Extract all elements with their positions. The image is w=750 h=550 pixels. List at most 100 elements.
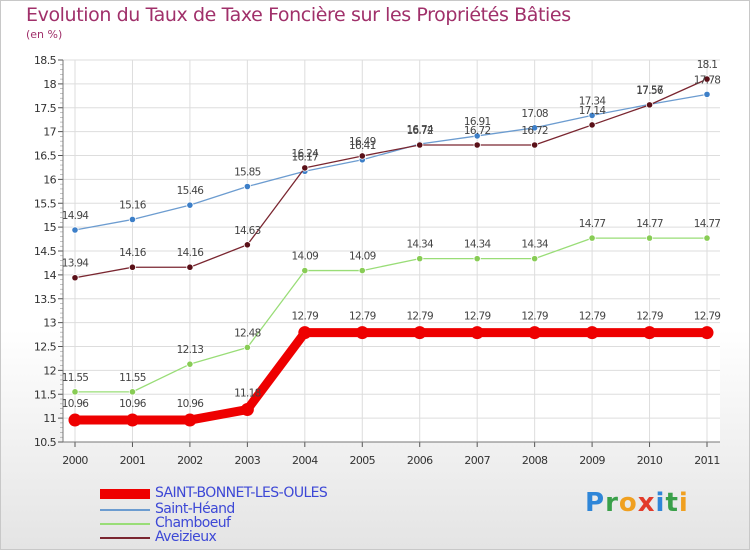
data-label-chamboeuf: 14.34	[464, 239, 492, 251]
data-point-saint-heand	[186, 201, 194, 209]
data-point-saint-heand	[128, 215, 137, 224]
data-label-chamboeuf: 14.77	[579, 218, 606, 230]
x-tick-label: 2006	[407, 454, 433, 467]
data-point-saint-bonnet-les-oules	[298, 326, 312, 340]
x-tick-label: 2011	[694, 454, 720, 467]
x-tick-label: 2002	[177, 454, 203, 467]
data-label-saint-heand: 15.85	[234, 167, 261, 179]
data-point-chamboeuf	[416, 255, 424, 263]
data-point-aveizieux	[128, 263, 137, 271]
data-point-aveizieux	[703, 75, 711, 83]
series-line-saint-heand	[74, 93, 708, 231]
data-point-saint-bonnet-les-oules	[183, 413, 197, 427]
data-point-saint-bonnet-les-oules	[68, 413, 82, 427]
x-tick-label: 2010	[637, 454, 663, 467]
x-tick-label: 2007	[464, 454, 490, 467]
data-label-chamboeuf: 14.77	[694, 218, 721, 230]
data-point-chamboeuf	[301, 266, 309, 275]
data-label-chamboeuf: 11.55	[119, 372, 146, 384]
data-label-aveizieux: 17.14	[579, 105, 607, 117]
legend-swatch	[100, 509, 150, 511]
data-point-aveizieux	[588, 121, 596, 129]
data-point-chamboeuf	[473, 255, 481, 263]
data-label-saint-heand: 16.41	[349, 140, 376, 152]
data-point-aveizieux	[473, 141, 481, 149]
data-point-saint-bonnet-les-oules	[700, 326, 714, 340]
data-label-chamboeuf: 12.13	[177, 344, 204, 356]
data-label-aveizieux: 16.72	[521, 125, 548, 137]
y-tick-label: 18	[43, 78, 56, 91]
data-point-saint-heand	[473, 132, 481, 140]
legend-label: Aveizieux	[155, 529, 217, 545]
data-labels: 14.94 15.16 15.46 15.85 16.17 16.41 16.74 16.91…	[62, 59, 721, 410]
data-point-saint-heand	[588, 111, 596, 119]
data-label-chamboeuf: 14.09	[349, 251, 376, 263]
axes: 10.5 11 11.5 12 12.5 13 13.5 14 14.5 15 15.5 16 16.5…	[34, 54, 720, 467]
data-label-saint-bonnet-les-oules: 12.79	[464, 311, 491, 323]
data-point-chamboeuf	[128, 388, 137, 396]
legend-swatch	[100, 523, 150, 525]
y-tick-label: 13.5	[34, 293, 57, 306]
data-point-chamboeuf	[186, 360, 194, 368]
x-tick-label: 2000	[62, 454, 88, 467]
data-label-saint-heand: 16.17	[292, 151, 319, 163]
data-label-saint-bonnet-les-oules: 12.79	[406, 311, 433, 323]
y-tick-label: 17	[43, 126, 56, 139]
data-label-aveizieux: 16.72	[464, 125, 491, 137]
data-point-aveizieux	[416, 141, 424, 149]
data-point-chamboeuf	[588, 234, 596, 242]
data-label-aveizieux: 16.24	[292, 148, 320, 160]
data-point-aveizieux	[301, 164, 309, 172]
legend-label: Saint-Héand	[155, 501, 235, 517]
data-label-saint-heand: 14.94	[62, 210, 90, 222]
legend-label: Chamboeuf	[155, 515, 231, 531]
data-label-saint-bonnet-les-oules: 12.79	[292, 311, 319, 323]
series	[68, 75, 714, 427]
data-label-aveizieux: 14.63	[234, 225, 261, 237]
data-label-aveizieux: 16.72	[406, 125, 433, 137]
data-label-aveizieux: 14.16	[119, 247, 147, 259]
data-label-chamboeuf: 11.55	[62, 372, 89, 384]
chart-title: Evolution du Taux de Taxe Foncière sur l…	[26, 4, 571, 26]
data-point-saint-bonnet-les-oules	[528, 326, 542, 340]
data-label-saint-bonnet-les-oules: 12.79	[349, 311, 376, 323]
data-label-saint-heand: 17.34	[579, 95, 607, 107]
data-label-saint-heand: 15.16	[119, 199, 147, 211]
y-tick-label: 12	[43, 364, 56, 377]
data-point-saint-bonnet-les-oules	[470, 326, 484, 340]
data-label-saint-heand: 15.46	[177, 185, 205, 197]
data-point-aveizieux	[531, 141, 539, 149]
y-tick-label: 14	[43, 269, 56, 282]
y-tick-label: 13	[43, 317, 56, 330]
data-label-saint-heand: 16.91	[464, 116, 491, 128]
data-label-saint-bonnet-les-oules: 12.79	[579, 311, 606, 323]
data-label-saint-heand: 17.57	[636, 84, 663, 96]
data-point-aveizieux	[645, 101, 654, 109]
data-point-aveizieux	[243, 241, 251, 249]
data-label-saint-bonnet-les-oules: 12.79	[521, 311, 548, 323]
y-tick-label: 12.5	[34, 341, 57, 354]
y-tick-label: 18.5	[34, 54, 57, 67]
series-line-aveizieux	[74, 78, 708, 279]
data-label-saint-bonnet-les-oules: 10.96	[62, 398, 90, 410]
data-point-saint-bonnet-les-oules	[355, 326, 369, 340]
data-point-saint-bonnet-les-oules	[125, 413, 139, 427]
data-label-saint-bonnet-les-oules: 12.79	[694, 311, 721, 323]
data-label-saint-bonnet-les-oules: 11.18	[234, 388, 261, 400]
data-point-saint-heand	[71, 226, 79, 234]
data-point-aveizieux	[186, 263, 194, 271]
data-point-saint-heand	[703, 90, 711, 98]
data-point-saint-bonnet-les-oules	[240, 403, 254, 417]
grid	[63, 59, 720, 443]
data-label-saint-heand: 17.08	[521, 108, 548, 120]
data-label-aveizieux: 13.94	[62, 258, 90, 270]
data-point-aveizieux	[358, 152, 366, 160]
data-label-aveizieux: 17.56	[636, 85, 664, 97]
x-tick-label: 2008	[522, 454, 548, 467]
data-point-chamboeuf	[358, 266, 366, 275]
legend-swatch	[100, 537, 150, 539]
data-label-chamboeuf: 14.09	[292, 251, 319, 263]
data-label-saint-heand: 16.74	[406, 124, 434, 136]
data-label-chamboeuf: 14.34	[521, 239, 549, 251]
